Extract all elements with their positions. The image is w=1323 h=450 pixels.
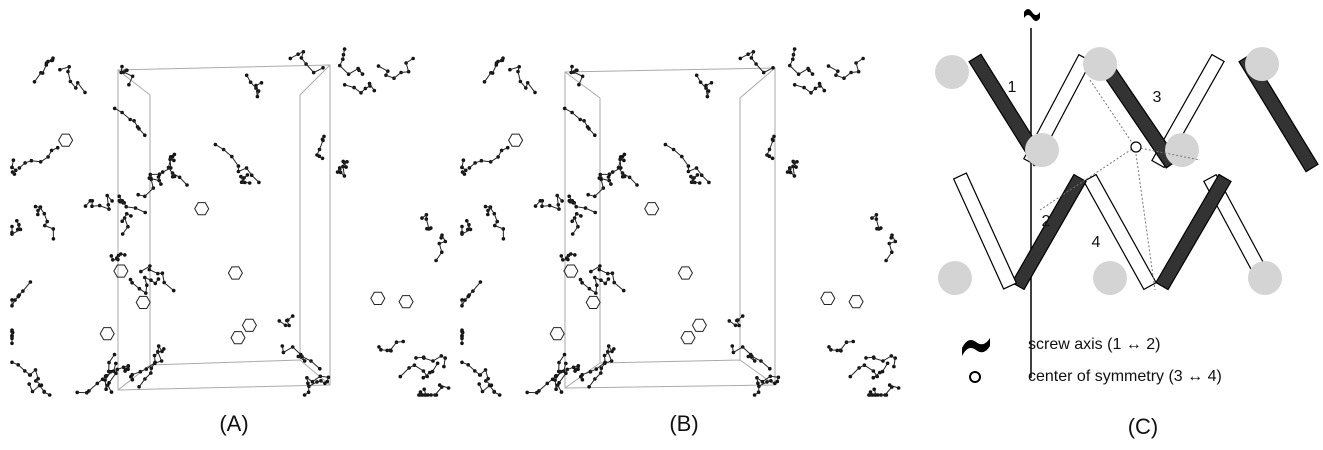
- molecule-chain: [486, 207, 504, 239]
- molecule-chain: [697, 75, 712, 96]
- unit-cell: [565, 68, 775, 388]
- molecule-chain: [740, 52, 773, 73]
- molecule-chain: [115, 108, 145, 135]
- molecule-chain: [790, 49, 813, 74]
- ring: [564, 265, 578, 277]
- ring: [59, 134, 73, 146]
- panel-b: [460, 47, 900, 397]
- molecule-chain: [469, 148, 507, 168]
- panel-c: 1 2 3 4 screw axis (1 ↔ 2) center of sym…: [935, 9, 1318, 385]
- gray-disc: [1165, 133, 1199, 167]
- ring: [228, 267, 242, 279]
- ring: [242, 319, 256, 331]
- atom: [110, 390, 114, 394]
- molecule-number: 4: [1092, 234, 1101, 251]
- molecule-chain: [290, 52, 323, 73]
- molecule-chain: [379, 59, 414, 79]
- ring: [195, 203, 209, 215]
- panel-a: [10, 47, 450, 397]
- molecule-chain: [60, 67, 85, 93]
- ring: [681, 332, 695, 344]
- molecule-chain: [462, 362, 491, 385]
- screw-axis-symbol: [1024, 9, 1040, 21]
- atom: [560, 390, 564, 394]
- molecule-bar: [1156, 174, 1231, 289]
- ring: [645, 203, 659, 215]
- figure: 1 2 3 4 screw axis (1 ↔ 2) center of sym…: [0, 0, 1323, 450]
- unit-cell: [118, 65, 330, 390]
- legend-screw-symbol: [962, 338, 990, 356]
- molecule-chain: [77, 363, 116, 392]
- molecule-chain: [150, 157, 174, 178]
- molecule-number: 3: [1153, 89, 1162, 106]
- ring: [114, 265, 128, 277]
- molecule-chain: [422, 215, 431, 229]
- gray-disc: [1025, 133, 1059, 167]
- ring: [399, 296, 413, 308]
- gray-disc: [1245, 47, 1279, 81]
- ring: [678, 267, 692, 279]
- molecule-chain: [131, 278, 159, 294]
- molecule-chain: [829, 59, 864, 79]
- legend-text: center of symmetry (3 ↔ 4): [1028, 368, 1222, 385]
- molecule-bar: [1012, 175, 1086, 290]
- panel-label: (A): [219, 411, 248, 436]
- molecule-chain: [462, 282, 480, 306]
- ring: [100, 328, 114, 340]
- molecule-chain: [247, 75, 262, 96]
- ring: [509, 134, 523, 146]
- ring: [550, 328, 564, 340]
- gray-disc: [1083, 47, 1117, 81]
- legend-center-symbol: [970, 372, 980, 382]
- panel-label: (B): [669, 411, 698, 436]
- ring: [371, 292, 385, 304]
- molecule-number: 2: [1042, 213, 1051, 230]
- molecule-chain: [527, 363, 566, 392]
- molecule-chain: [872, 215, 881, 229]
- molecule-chain: [565, 108, 595, 135]
- molecule-chain: [19, 148, 57, 168]
- gray-disc: [1093, 261, 1127, 295]
- molecule-chain: [345, 84, 375, 93]
- ring: [586, 296, 600, 308]
- gray-disc: [938, 261, 972, 295]
- ring: [849, 296, 863, 308]
- ring: [821, 292, 835, 304]
- ring: [692, 319, 706, 331]
- molecule-chain: [600, 157, 624, 178]
- molecule-chain: [479, 384, 500, 395]
- legend-text: screw axis (1 ↔ 2): [1028, 336, 1160, 353]
- molecule-chain: [12, 282, 30, 306]
- molecule-chain: [581, 278, 609, 294]
- molecule-chain: [29, 384, 50, 395]
- molecule-chain: [510, 67, 535, 93]
- panel-label: (C): [1128, 414, 1159, 439]
- molecule-number: 1: [1008, 79, 1017, 96]
- molecule-chain: [340, 49, 363, 74]
- molecule-chain: [795, 84, 825, 93]
- symmetry-center: [1131, 142, 1141, 152]
- ring: [136, 296, 150, 308]
- molecule-chain: [36, 207, 54, 239]
- molecule-chain: [12, 362, 41, 385]
- gray-disc: [935, 55, 969, 89]
- ring: [231, 332, 245, 344]
- gray-disc: [1248, 261, 1282, 295]
